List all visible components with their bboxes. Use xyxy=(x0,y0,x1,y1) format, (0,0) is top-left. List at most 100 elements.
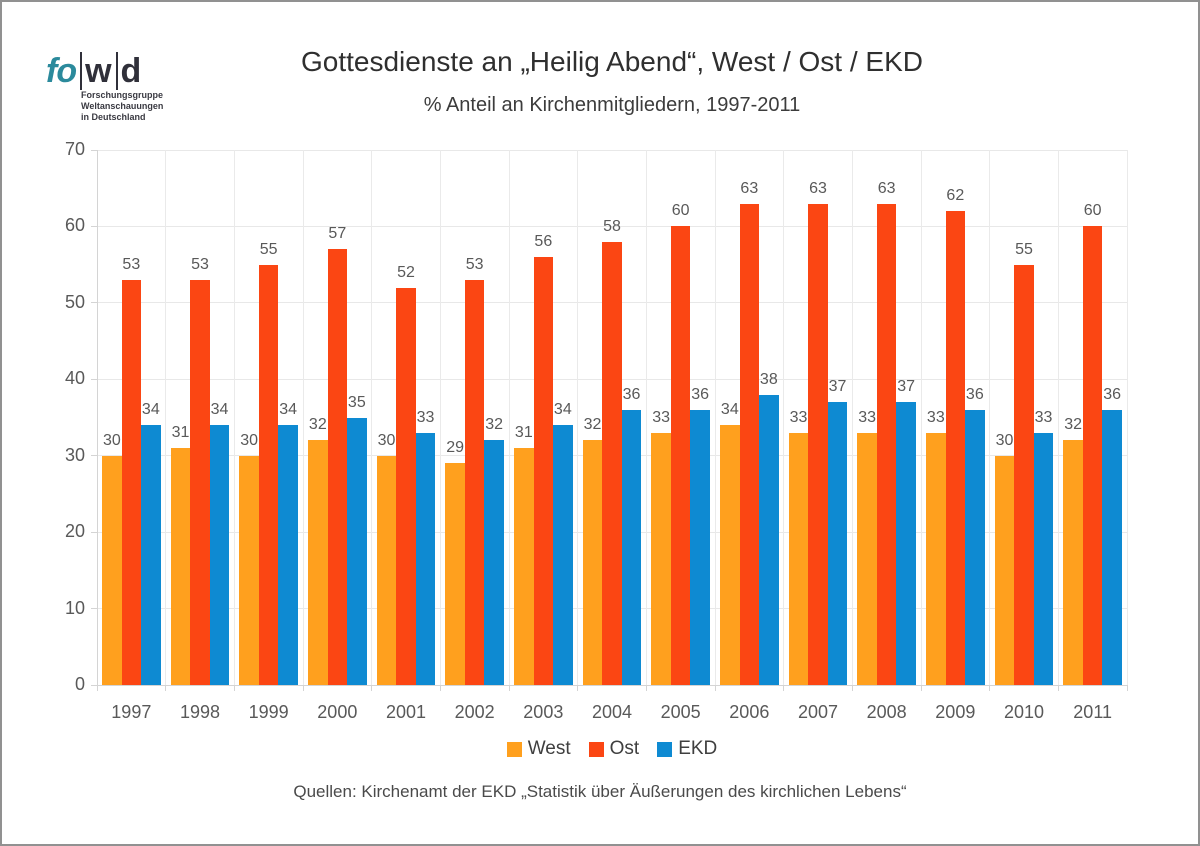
bar-value-label: 36 xyxy=(622,385,641,403)
x-axis-label-2006: 2006 xyxy=(729,702,770,722)
gridline-vertical xyxy=(851,150,853,685)
bar-ost-1998 xyxy=(190,279,210,685)
bar-ekd-2005 xyxy=(690,409,710,685)
x-axis-label-2003: 2003 xyxy=(523,702,564,722)
x-axis-label-2005: 2005 xyxy=(660,702,701,722)
bar-value-label: 33 xyxy=(858,408,877,426)
bar-ost-2005 xyxy=(670,226,691,685)
y-axis-tick xyxy=(91,608,97,610)
bar-ekd-2001 xyxy=(415,432,436,685)
bar-value-label: 55 xyxy=(259,240,278,258)
bar-ekd-2010 xyxy=(1033,432,1054,685)
bar-ekd-1997 xyxy=(141,425,161,685)
y-axis-tick-label: 70 xyxy=(64,139,85,159)
bar-ost-2010 xyxy=(1014,264,1034,685)
bar-value-label: 36 xyxy=(691,385,710,403)
bar-value-label: 55 xyxy=(1015,240,1033,258)
bar-value-label: 34 xyxy=(553,401,572,419)
bar-value-label: 62 xyxy=(946,187,965,205)
bar-value-label: 34 xyxy=(720,401,739,419)
x-axis-tick xyxy=(920,685,922,691)
bar-value-label: 30 xyxy=(240,431,259,449)
y-axis-tick-label: 40 xyxy=(64,368,85,389)
gridline-vertical xyxy=(96,150,98,685)
logo-tagline-line: Forschungsgruppe xyxy=(81,90,164,100)
x-axis-tick xyxy=(165,685,167,691)
x-axis-label-2010: 2010 xyxy=(1003,702,1044,722)
bar-value-label: 34 xyxy=(279,401,298,419)
bar-value-label: 63 xyxy=(877,179,896,197)
y-axis-tick xyxy=(91,149,97,151)
x-axis-tick xyxy=(96,685,98,691)
bar-ost-2000 xyxy=(327,249,348,685)
bar-value-label: 34 xyxy=(210,401,229,419)
bar-west-2009 xyxy=(926,432,946,685)
gridline-vertical xyxy=(645,150,647,685)
x-axis-label-2002: 2002 xyxy=(454,702,495,722)
y-axis-tick-label: 20 xyxy=(64,521,85,542)
bar-ost-2001 xyxy=(396,287,416,685)
bar-west-2000 xyxy=(308,440,328,685)
bar-ekd-2007 xyxy=(827,402,848,685)
x-axis-tick xyxy=(1126,685,1128,691)
bar-value-label: 63 xyxy=(809,179,827,197)
bar-chart-plot-area: 0 10 20 30 40 50 60 70 30 53 34 1997 31 53 34 1998 30 55 3… xyxy=(65,139,1128,722)
bar-value-label: 33 xyxy=(789,408,808,426)
x-axis-label-1998: 1998 xyxy=(179,702,220,722)
y-axis-tick xyxy=(91,455,97,457)
gridline-vertical xyxy=(714,150,716,685)
x-axis-tick xyxy=(577,685,579,691)
gridline-vertical xyxy=(165,150,167,685)
bar-ost-2002 xyxy=(464,279,485,685)
bar-value-label: 52 xyxy=(397,263,415,281)
gridline-vertical xyxy=(439,150,441,685)
gridline-vertical xyxy=(1126,150,1128,685)
bar-value-label: 32 xyxy=(308,416,327,434)
y-axis-tick-label: 0 xyxy=(74,674,85,694)
bar-value-label: 53 xyxy=(122,255,141,273)
x-axis-label-2009: 2009 xyxy=(935,702,976,722)
y-axis-tick-label: 60 xyxy=(64,215,85,236)
bar-value-label: 33 xyxy=(926,408,945,426)
x-axis-tick xyxy=(302,685,304,691)
bar-ost-2003 xyxy=(533,257,554,685)
logo-text-d: d xyxy=(120,52,142,90)
logo-text-w: w xyxy=(85,52,112,90)
bar-ost-1997 xyxy=(121,279,142,685)
bar-value-label: 30 xyxy=(377,431,396,449)
x-axis-tick xyxy=(371,685,373,691)
bar-west-2011 xyxy=(1063,440,1083,685)
bar-value-label: 33 xyxy=(416,408,435,426)
bar-value-label: 38 xyxy=(759,370,778,388)
x-axis-tick xyxy=(783,685,785,691)
bar-ekd-2003 xyxy=(553,425,573,685)
bar-west-2004 xyxy=(582,440,603,685)
bar-ekd-1999 xyxy=(278,425,298,685)
y-axis-tick xyxy=(91,684,97,686)
logo-separator-bar xyxy=(115,52,118,90)
gridline-horizontal xyxy=(97,149,1127,151)
bar-west-2001 xyxy=(376,455,397,685)
x-axis-tick xyxy=(714,685,716,691)
y-axis-tick xyxy=(91,302,97,304)
y-axis-tick xyxy=(91,378,97,380)
logo-separator-bar xyxy=(80,52,83,90)
bar-ekd-2008 xyxy=(896,402,916,685)
bar-west-2008 xyxy=(857,432,877,685)
x-axis-tick xyxy=(508,685,510,691)
x-axis-tick xyxy=(989,685,991,691)
logo-tagline-line: in Deutschland xyxy=(81,112,146,122)
x-axis-tick xyxy=(439,685,441,691)
x-axis-label-2004: 2004 xyxy=(591,702,632,722)
fowid-logo-wordmark: fo w d xyxy=(46,52,163,90)
bar-west-1999 xyxy=(239,455,259,685)
bar-ost-2008 xyxy=(876,203,897,685)
legend-item-ost: Ost xyxy=(588,738,639,760)
bar-value-label: 63 xyxy=(740,179,759,197)
page-title: Gottesdienste an „Heilig Abend“, West / … xyxy=(301,46,923,77)
legend-swatch-ekd xyxy=(657,741,673,757)
gridline-vertical xyxy=(920,150,922,685)
bar-value-label: 32 xyxy=(1064,416,1083,434)
x-axis-tick xyxy=(645,685,647,691)
y-axis-tick-label: 10 xyxy=(64,597,85,618)
